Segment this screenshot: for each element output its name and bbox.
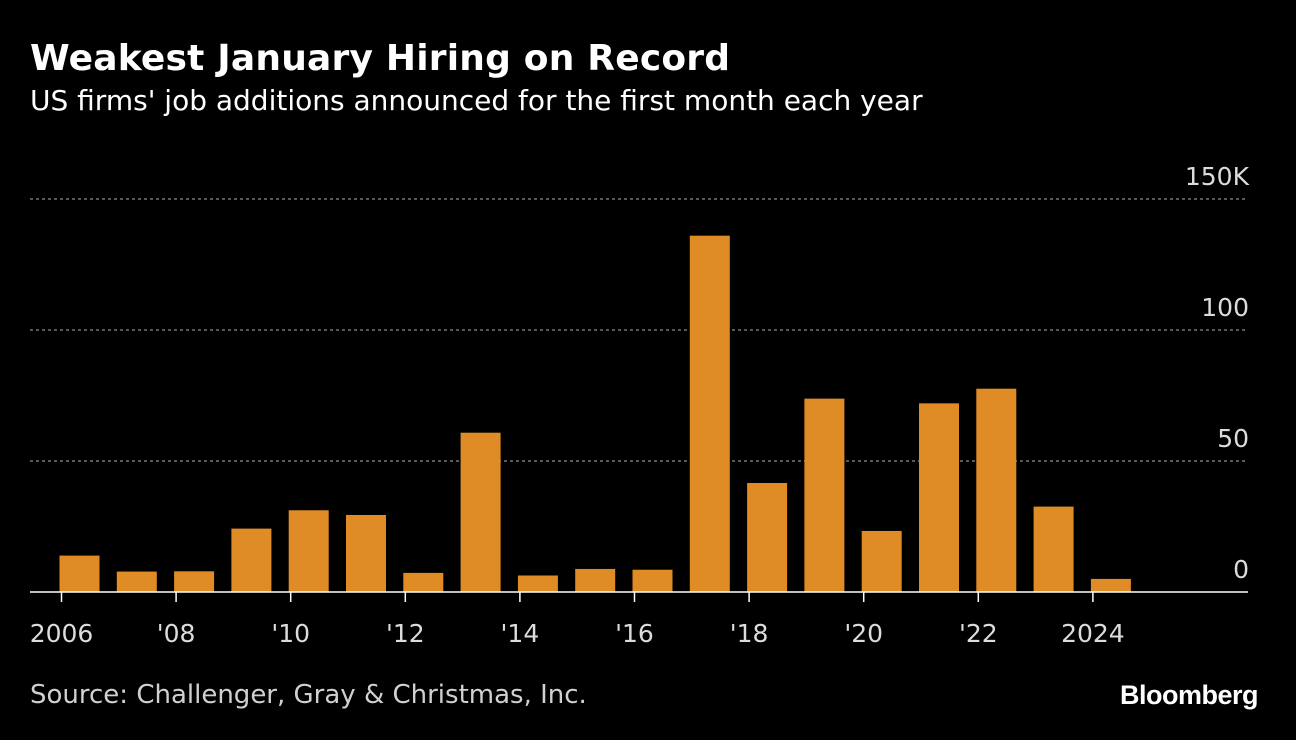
x-tick-label-2022: '22 <box>959 619 998 648</box>
chart-subtitle: US firms' job additions announced for th… <box>30 84 923 117</box>
bar-2021 <box>919 403 959 592</box>
x-tick-label-2006: 2006 <box>30 619 94 648</box>
bar-2023 <box>1033 506 1074 592</box>
bloomberg-logo: Bloomberg <box>1119 680 1259 710</box>
y-axis-labels: 0 50 100 150K <box>1185 162 1250 584</box>
bar-2011 <box>346 514 386 592</box>
y-tick-label-100: 100 <box>1201 293 1249 322</box>
x-tick-label-2014: '14 <box>501 619 540 648</box>
bar-2024 <box>1090 578 1131 592</box>
x-tick-label-2020: '20 <box>844 619 883 648</box>
bars <box>59 235 1131 592</box>
bar-2009 <box>231 528 272 592</box>
bar-2019 <box>804 398 845 592</box>
bar-2013 <box>460 432 501 592</box>
x-tick-label-2024: 2024 <box>1061 619 1125 648</box>
bar-2017 <box>689 235 730 592</box>
y-tick-label-150: 150K <box>1185 162 1250 191</box>
chart-title: Weakest January Hiring on Record <box>30 38 731 79</box>
bar-2018 <box>747 483 788 592</box>
gridlines <box>30 198 1248 462</box>
bar-2015 <box>575 568 616 592</box>
x-tick-label-2008: '08 <box>157 619 196 648</box>
bar-2007 <box>116 571 157 592</box>
bar-2012 <box>403 572 444 592</box>
y-tick-label-0: 0 <box>1233 555 1249 584</box>
x-tick-label-2010: '10 <box>271 619 310 648</box>
x-tick-label-2018: '18 <box>730 619 769 648</box>
bar-2016 <box>632 569 673 592</box>
bar-2020 <box>861 530 902 592</box>
bar-2008 <box>174 571 215 592</box>
bar-2010 <box>288 510 329 592</box>
x-tick-label-2016: '16 <box>615 619 654 648</box>
x-tick-label-2012: '12 <box>386 619 425 648</box>
bar-2014 <box>517 575 558 592</box>
x-axis <box>30 591 1248 602</box>
y-tick-label-50: 50 <box>1217 424 1249 453</box>
x-axis-labels: 2006 '08 '10 '12 '14 '16 '18 '20 '22 2024 <box>30 619 1125 648</box>
source-note: Source: Challenger, Gray & Christmas, In… <box>30 680 587 710</box>
bar-2022 <box>976 388 1017 592</box>
bar-2006 <box>59 555 100 592</box>
